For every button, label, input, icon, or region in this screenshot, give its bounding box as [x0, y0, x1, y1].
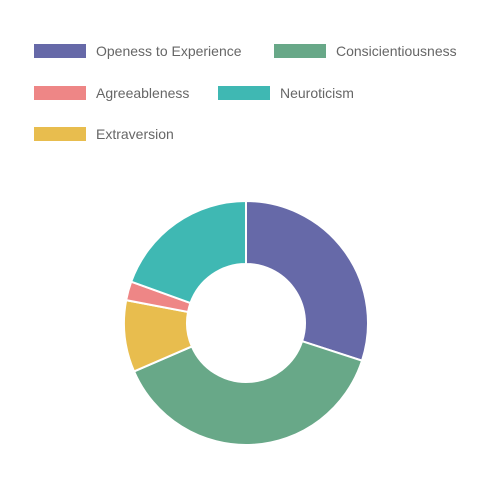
legend-item-extraversion[interactable]: Extraversion — [34, 124, 174, 144]
legend-label-extraversion: Extraversion — [96, 126, 174, 142]
legend-label-agreeableness: Agreeableness — [96, 85, 190, 101]
donut-slice-conscientiousness[interactable] — [132, 339, 364, 446]
legend-item-agreeableness[interactable]: Agreeableness — [34, 83, 189, 103]
legend-label-neuroticism: Neuroticism — [280, 85, 354, 101]
legend-label-conscientiousness: Consicientiousness — [336, 43, 457, 59]
donut-slice-openness[interactable] — [245, 199, 369, 362]
legend-swatch-extraversion — [34, 127, 86, 141]
legend-swatch-agreeableness — [34, 86, 86, 100]
chart-legend: Openess to Experience Consicientiousness… — [0, 0, 500, 160]
legend-item-openness[interactable]: Openess to Experience — [34, 41, 242, 61]
legend-swatch-conscientiousness — [274, 44, 326, 58]
donut-slice-neuroticism[interactable] — [129, 199, 247, 305]
legend-item-neuroticism[interactable]: Neuroticism — [218, 83, 354, 103]
legend-label-openness: Openess to Experience — [96, 43, 242, 59]
legend-swatch-openness — [34, 44, 86, 58]
legend-swatch-neuroticism — [218, 86, 270, 100]
legend-item-conscientiousness[interactable]: Consicientiousness — [274, 41, 457, 61]
